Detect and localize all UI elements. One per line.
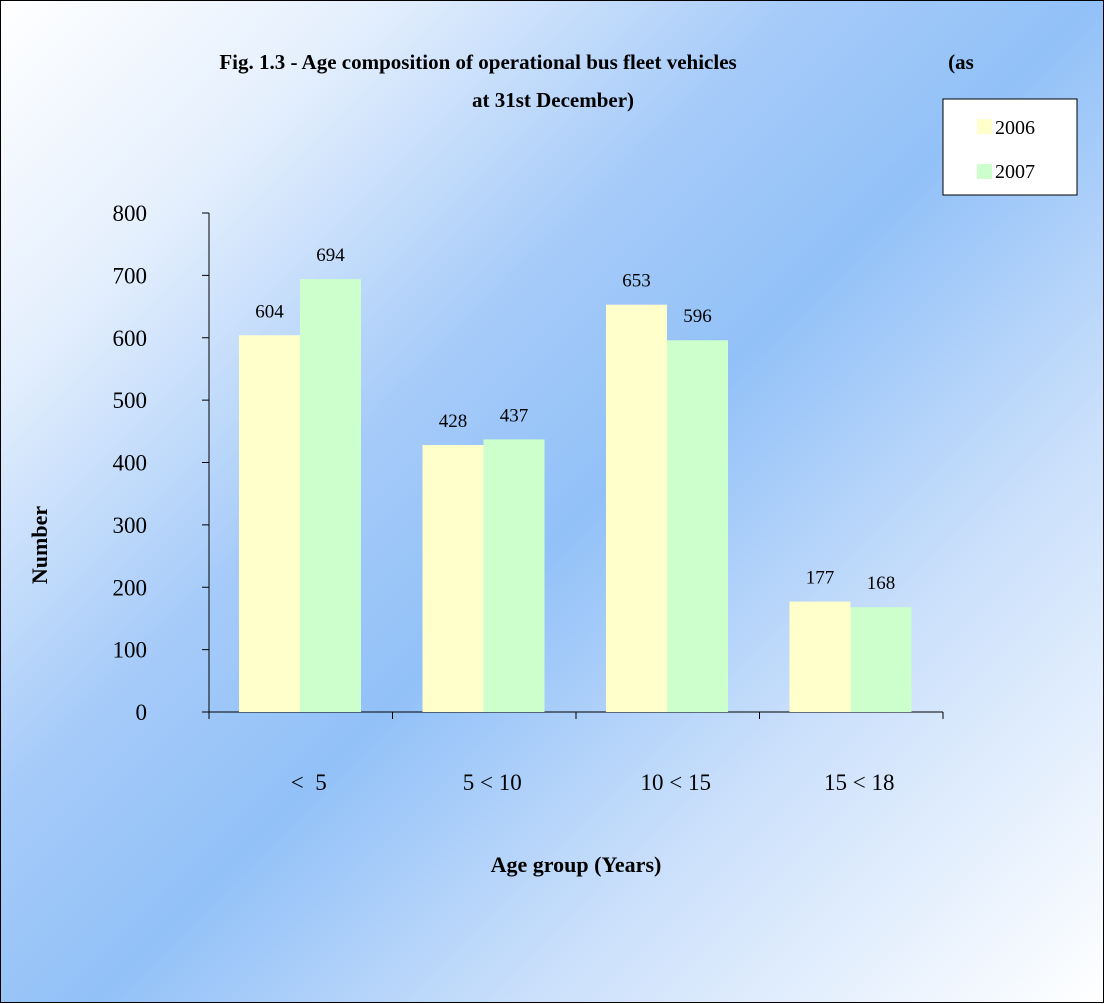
data-label-2007-0: 694 <box>316 245 345 266</box>
y-tick-label: 800 <box>113 201 148 226</box>
data-label-2007-2: 596 <box>683 306 712 327</box>
y-tick-label: 100 <box>113 638 148 663</box>
x-axis-title: Age group (Years) <box>491 852 662 877</box>
data-label-2007-1: 437 <box>500 405 529 426</box>
x-tick-label: 10 < 15 <box>641 770 711 795</box>
bar-2007-3 <box>850 607 912 712</box>
bar-2007-0 <box>300 279 361 712</box>
legend-swatch-2007 <box>977 164 992 179</box>
y-axis-title: Number <box>27 506 52 584</box>
legend: 2006 2007 <box>942 98 1078 196</box>
data-labels-group: 604 428 653 177 694 437 596 168 <box>255 245 895 594</box>
y-axis: 0 100 200 300 400 500 600 700 800 <box>113 201 210 725</box>
legend-label-2007: 2007 <box>995 161 1035 183</box>
y-tick-label: 700 <box>113 263 148 288</box>
bar-2007-1 <box>483 439 545 712</box>
chart-title-line-1: Fig. 1.3 - Age composition of operationa… <box>219 50 736 74</box>
legend-box <box>942 98 1078 196</box>
y-tick-label: 500 <box>113 388 148 413</box>
bar-2006-0 <box>239 335 300 712</box>
bar-2007-2 <box>667 340 728 712</box>
chart-title-line-3: at 31st December) <box>472 88 634 112</box>
x-axis: < 5 5 < 10 10 < 15 15 < 18 <box>208 711 944 795</box>
data-label-2006-3: 177 <box>806 568 835 589</box>
bar-2006-2 <box>606 304 667 712</box>
y-tick-label: 400 <box>113 451 148 476</box>
bar-2006-3 <box>789 601 851 712</box>
x-tick-label: 5 < 10 <box>463 770 522 795</box>
data-label-2007-3: 168 <box>867 573 896 594</box>
bars-group <box>239 279 912 712</box>
y-tick-label: 600 <box>113 326 148 351</box>
chart-title-line-2: (as <box>948 50 974 74</box>
y-tick-label: 300 <box>113 513 148 538</box>
x-tick-label: < 5 <box>291 770 327 795</box>
y-tick-label: 200 <box>113 575 148 600</box>
data-label-2006-1: 428 <box>439 411 468 432</box>
legend-label-2006: 2006 <box>995 117 1035 139</box>
data-label-2006-0: 604 <box>255 301 284 322</box>
y-tick-label: 0 <box>136 700 148 725</box>
data-label-2006-2: 653 <box>622 271 651 292</box>
x-tick-label: 15 < 18 <box>824 770 894 795</box>
legend-swatch-2006 <box>977 119 992 134</box>
bar-2006-1 <box>422 445 484 712</box>
